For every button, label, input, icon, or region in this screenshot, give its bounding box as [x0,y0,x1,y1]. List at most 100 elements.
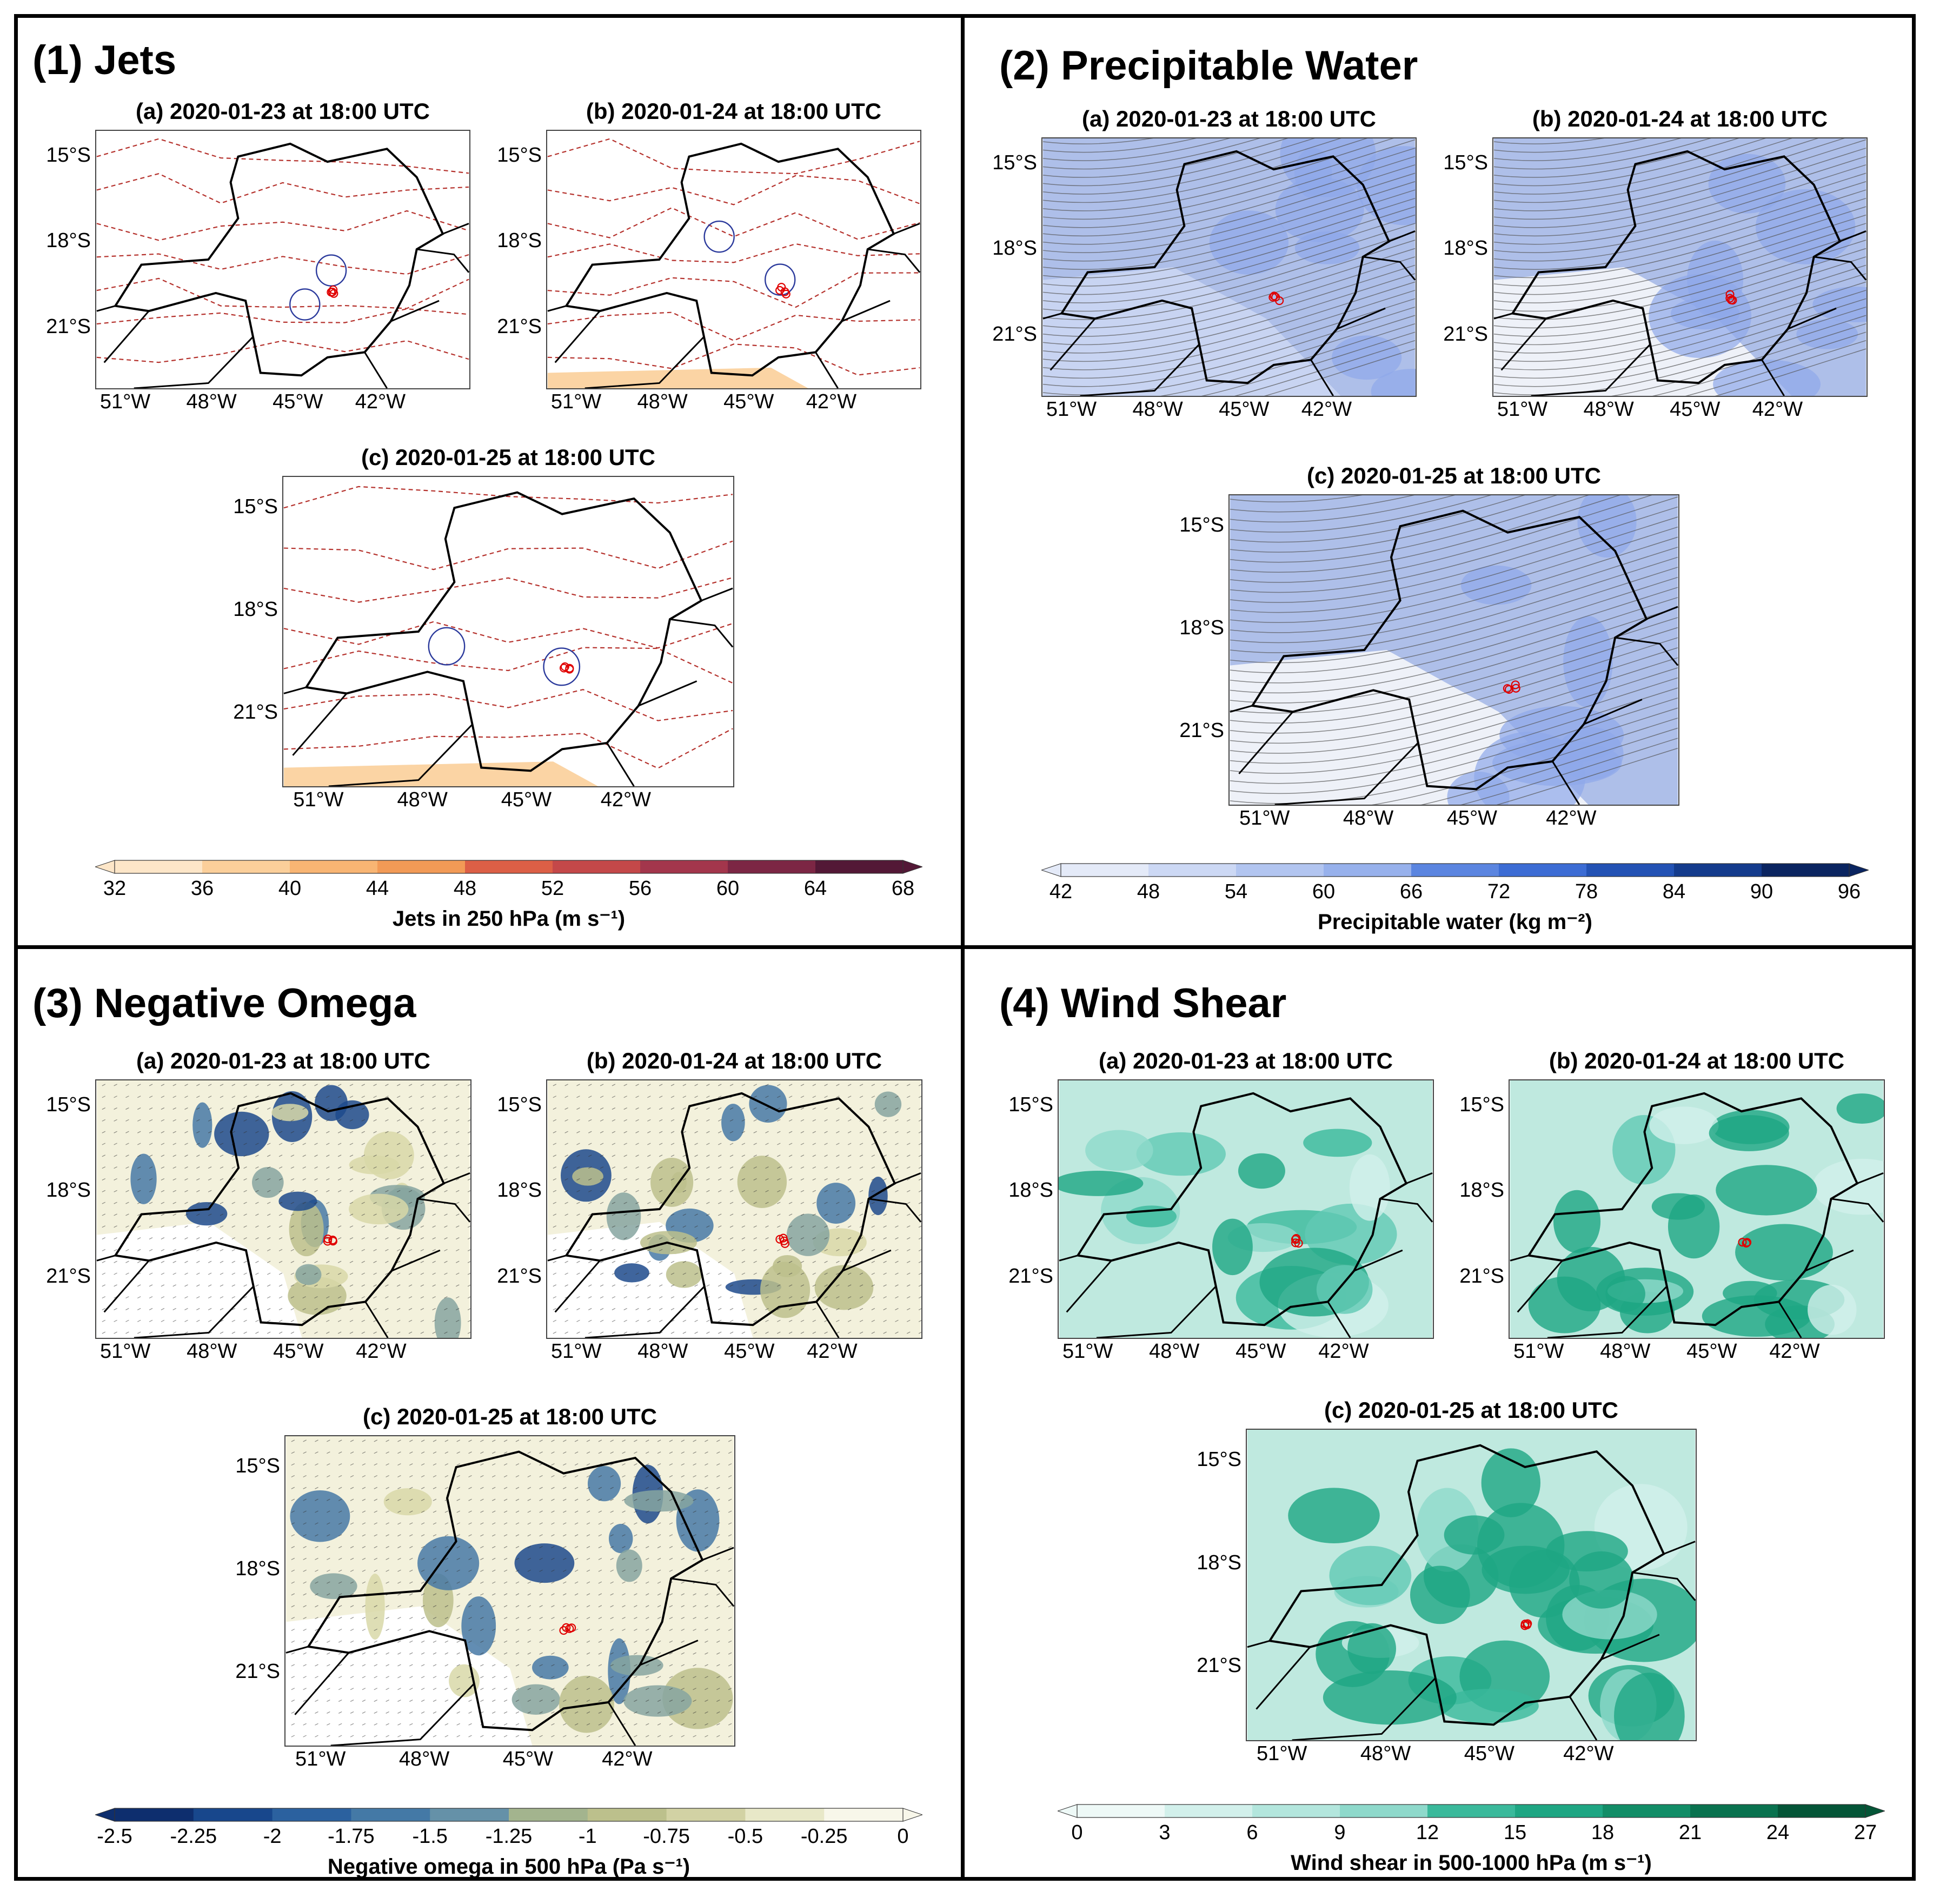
longitude-label: 51°W [1257,1742,1307,1765]
wind-vector [396,1178,401,1180]
wind-vector [373,1178,377,1180]
wind-vector [290,1178,295,1180]
wind-vector [326,1331,330,1334]
border-line [607,1702,636,1746]
wind-vector [907,1107,911,1110]
wind-vector [220,1084,224,1086]
wind-vector [670,1213,675,1216]
wind-vector [612,1084,616,1086]
wind-vector [812,1178,816,1180]
wind-vector [777,1213,781,1216]
wind-vector [670,1143,675,1145]
wind-vector [184,1107,188,1110]
wind-vector [659,1155,663,1157]
wind-vector [598,1605,602,1608]
latitude-label: 18°S [235,1557,280,1580]
wind-vector [657,1664,661,1667]
wind-vector [553,1261,557,1263]
wind-vector [480,1617,484,1620]
streamline [1493,138,1682,161]
wind-vector [563,1640,567,1643]
panel-title: (a) 2020-01-23 at 18:00 UTC [136,98,430,124]
wind-vector [634,1652,637,1655]
wind-vector [527,1451,531,1454]
wind-vector [693,1439,696,1442]
wind-vector [385,1107,389,1110]
wind-vector [588,1202,592,1204]
wind-vector [574,1735,579,1737]
wind-vector [480,1688,484,1690]
wind-vector [374,1557,377,1560]
wind-vector [433,1463,437,1466]
wind-vector [196,1249,200,1251]
wind-vector [551,1487,555,1489]
border-line [1380,1198,1433,1223]
wind-vector [220,1296,224,1299]
wind-vector [409,1605,413,1608]
wind-vector [657,1688,661,1690]
wind-vector [208,1107,212,1110]
wind-vector [682,1084,687,1086]
wind-vector [432,1237,436,1240]
wind-vector [610,1487,614,1489]
wind-vector [409,1581,413,1584]
wind-vector [753,1202,757,1204]
wind-vector [409,1522,413,1525]
wind-vector [576,1119,580,1122]
wind-vector [635,1155,639,1157]
wind-vector [574,1605,579,1608]
wind-vector [374,1463,377,1466]
wind-vector [576,1308,580,1310]
wind-vector [278,1155,283,1157]
wind-vector [172,1296,176,1299]
wind-vector [847,1166,852,1169]
wind-vector [622,1510,626,1513]
colorbar-tick-label: 24 [1766,1821,1790,1844]
wind-vector [421,1688,425,1690]
wind-vector [836,1155,840,1157]
map-panel [1246,1429,1697,1741]
wind-vector [598,1652,602,1655]
wind-vector [220,1119,224,1122]
wind-vector [468,1628,472,1631]
wind-vector [647,1119,651,1122]
wind-vector [610,1628,614,1631]
map-canvas [285,1436,734,1746]
wind-vector [728,1711,732,1714]
wind-vector [564,1084,568,1086]
longitude-label: 45°W [273,1340,324,1363]
border-line [1406,1172,1433,1184]
streamline [1230,657,1678,754]
wind-vector [539,1711,543,1714]
wind-vector [741,1225,746,1228]
wind-vector [600,1202,604,1204]
shear-blob [1528,1276,1601,1334]
wind-vector [647,1178,651,1180]
wind-vector [243,1296,247,1299]
wind-vector [137,1155,141,1157]
longitude-label: 48°W [397,788,448,811]
wind-vector [125,1190,129,1192]
colorbar-label: Wind shear in 500-1000 hPa (m s⁻¹) [1291,1851,1652,1875]
wind-vector [777,1202,781,1204]
wind-vector [255,1249,259,1251]
wind-vector [444,1119,448,1122]
wind-vector [527,1498,531,1501]
wind-vector [574,1617,579,1620]
wind-vector [326,1308,330,1310]
wind-vector [408,1213,413,1216]
wind-vector [871,1107,875,1110]
wind-vector [564,1096,568,1098]
wind-vector [610,1546,614,1549]
wind-vector [327,1581,330,1584]
wind-vector [693,1700,696,1702]
shear-blob [1702,1295,1811,1337]
wind-vector [397,1605,401,1608]
wind-vector [278,1119,283,1122]
wind-vector [361,1096,365,1098]
wind-vector [612,1131,616,1133]
wind-vector [161,1107,165,1110]
wind-vector [373,1249,377,1251]
wind-vector [610,1451,614,1454]
wind-vector [718,1155,722,1157]
